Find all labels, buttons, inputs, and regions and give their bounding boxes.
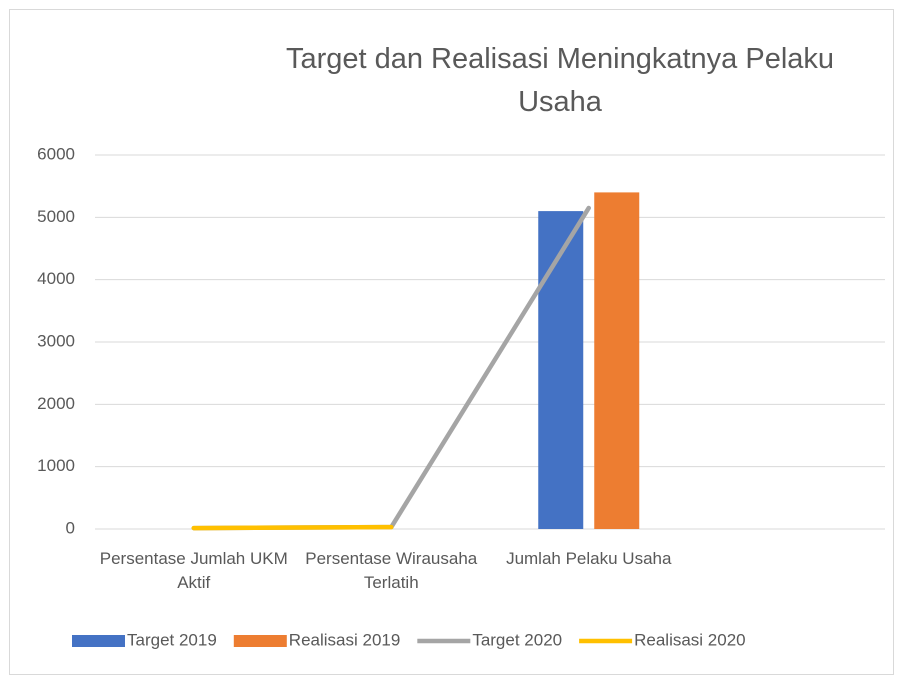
line [191, 524, 394, 531]
y-tick-label: 2000 [37, 394, 75, 413]
chart-title: Target dan Realisasi Meningkatnya Pelaku… [285, 43, 835, 118]
legend-label: Target 2019 [127, 630, 217, 649]
x-tick-label: Persentase Wirausaha Terlatih [305, 549, 478, 592]
x-tick-label: Persentase Jumlah UKM Aktif [99, 549, 288, 592]
legend-label: Realisasi 2020 [634, 630, 746, 649]
y-tick-label: 1000 [37, 456, 75, 475]
y-tick-label: 4000 [37, 269, 75, 288]
legend-swatch [233, 635, 287, 647]
y-tick-label: 3000 [37, 331, 75, 350]
legend-label: Realisasi 2019 [289, 630, 401, 649]
legend-label: Target 2020 [472, 630, 562, 649]
bar [538, 211, 584, 529]
x-tick-label: Jumlah Pelaku Usaha [506, 549, 672, 568]
legend-swatch [72, 635, 125, 647]
y-tick-label: 5000 [37, 207, 75, 226]
y-tick-label: 6000 [37, 144, 75, 163]
y-tick-label: 0 [66, 518, 75, 537]
bar [594, 192, 640, 529]
